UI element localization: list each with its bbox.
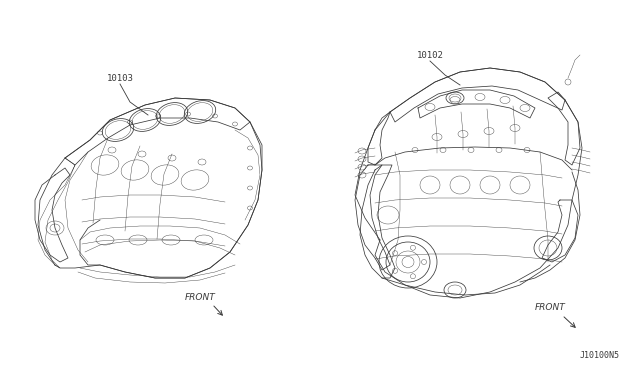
Text: FRONT: FRONT xyxy=(185,294,216,302)
Text: 10102: 10102 xyxy=(417,51,444,60)
Text: J10100N5: J10100N5 xyxy=(580,350,620,359)
Text: 10103: 10103 xyxy=(107,74,133,83)
Text: FRONT: FRONT xyxy=(535,304,566,312)
